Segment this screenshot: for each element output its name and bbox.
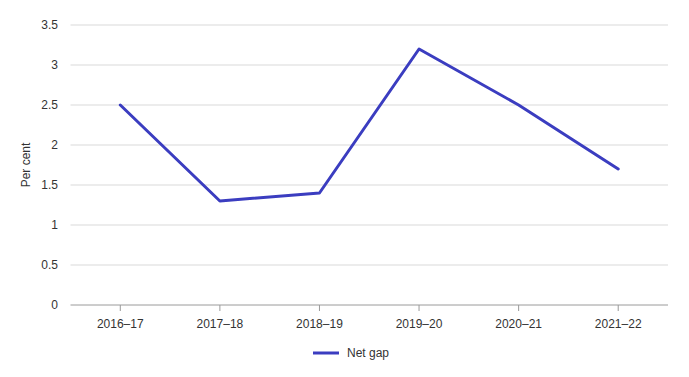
y-tick-label: 0.5	[41, 258, 58, 272]
y-tick-label: 3.5	[41, 18, 58, 32]
x-tick	[219, 305, 220, 311]
legend-label: Net gap	[347, 346, 389, 360]
grid-line	[71, 265, 669, 266]
grid-line	[71, 25, 669, 26]
x-tick	[120, 305, 121, 311]
x-tick-label: 2017–18	[197, 317, 244, 331]
y-tick-label: 2.5	[41, 98, 58, 112]
y-tick-label: 3	[51, 58, 58, 72]
grid-line	[71, 305, 669, 306]
y-tick-label: 0	[51, 298, 58, 312]
legend-swatch	[313, 352, 339, 355]
y-tick-label: 2	[51, 138, 58, 152]
series-line	[120, 49, 618, 201]
x-tick	[518, 305, 519, 311]
grid-line	[71, 105, 669, 106]
grid-line	[71, 225, 669, 226]
x-tick-label: 2016–17	[97, 317, 144, 331]
x-tick	[618, 305, 619, 311]
chart-svg: 0 0.5 1 1.5 2 2.5 3 3.5 Per cent 2016–17 2017–18 20…	[0, 0, 689, 377]
x-tick-label: 2019–20	[396, 317, 443, 331]
x-tick-label: 2021–22	[595, 317, 642, 331]
x-tick	[319, 305, 320, 311]
chart-container: 0 0.5 1 1.5 2 2.5 3 3.5 Per cent 2016–17 2017–18 20…	[0, 0, 689, 377]
y-axis-label: Per cent	[19, 142, 33, 187]
x-tick-label: 2020–21	[495, 317, 542, 331]
x-tick-label: 2018–19	[296, 317, 343, 331]
y-tick-label: 1.5	[41, 178, 58, 192]
series-group	[120, 49, 618, 201]
y-tick-label: 1	[51, 218, 58, 232]
x-tick	[419, 305, 420, 311]
grid-line	[71, 185, 669, 186]
grid-line	[71, 65, 669, 66]
